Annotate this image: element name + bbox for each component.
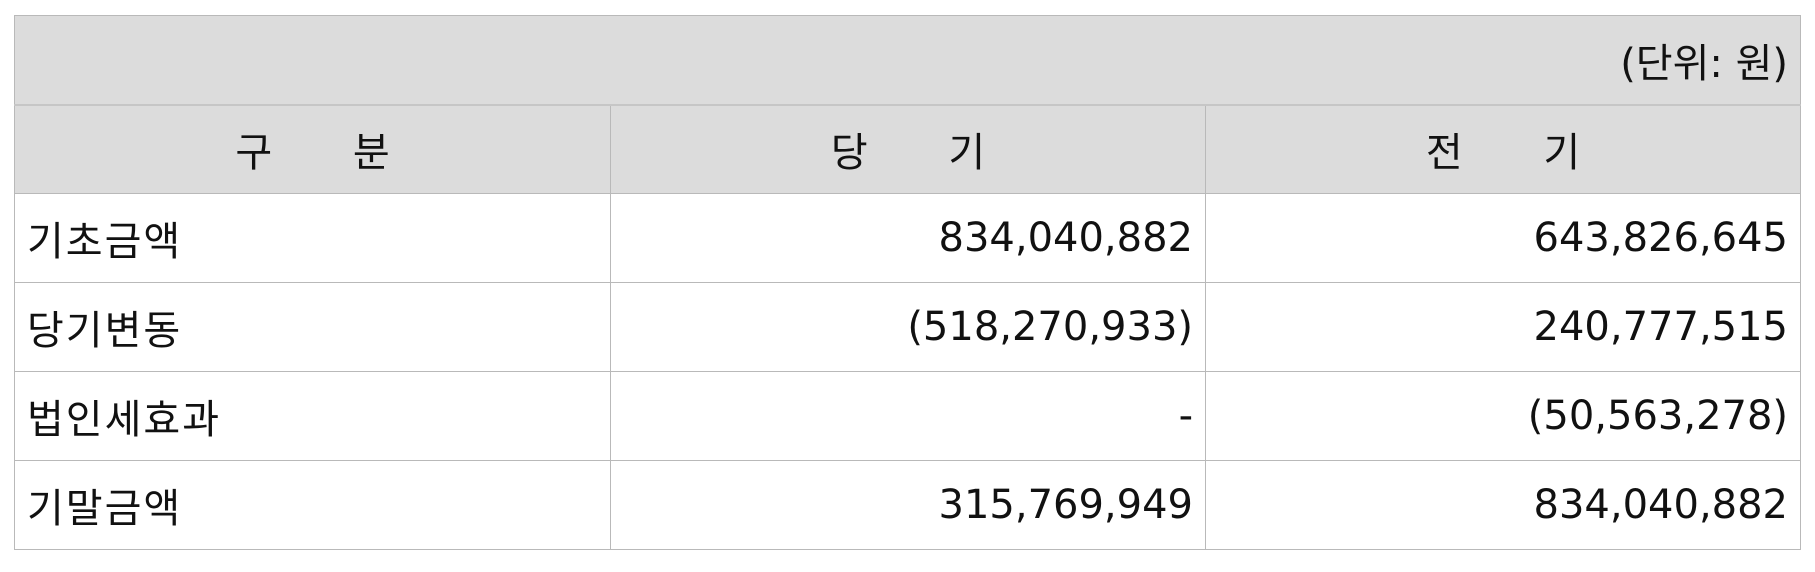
- unit-note: (단위: 원): [13, 15, 1802, 106]
- table-row: 법인세효과 - (50,563,278): [14, 371, 1802, 461]
- header-category: 구 분: [14, 104, 611, 194]
- header-prior-period: 전 기: [1204, 104, 1802, 194]
- current-value: -: [610, 371, 1206, 461]
- current-value: 315,769,949: [610, 460, 1206, 550]
- row-label: 법인세효과: [14, 371, 611, 461]
- prior-value: 240,777,515: [1204, 282, 1802, 372]
- prior-value: 643,826,645: [1204, 193, 1802, 283]
- table-row: 당기변동 (518,270,933) 240,777,515: [14, 282, 1802, 372]
- row-label: 기초금액: [14, 193, 611, 283]
- table-row: 기초금액 834,040,882 643,826,645: [14, 193, 1802, 283]
- financial-table-container: (단위: 원) 구 분 당 기 전 기 기초금액 834,040,882 643…: [13, 15, 1802, 550]
- current-value: 834,040,882: [610, 193, 1206, 283]
- prior-value: 834,040,882: [1204, 460, 1802, 550]
- header-current-period: 당 기: [610, 104, 1206, 194]
- unit-row: (단위: 원): [13, 15, 1802, 106]
- header-row: 구 분 당 기 전 기: [14, 104, 1802, 194]
- row-label: 기말금액: [14, 460, 611, 550]
- deferred-tax-movement-table: (단위: 원) 구 분 당 기 전 기 기초금액 834,040,882 643…: [13, 15, 1802, 550]
- current-value: (518,270,933): [610, 282, 1206, 372]
- row-label: 당기변동: [14, 282, 611, 372]
- table-row: 기말금액 315,769,949 834,040,882: [14, 460, 1802, 550]
- prior-value: (50,563,278): [1204, 371, 1802, 461]
